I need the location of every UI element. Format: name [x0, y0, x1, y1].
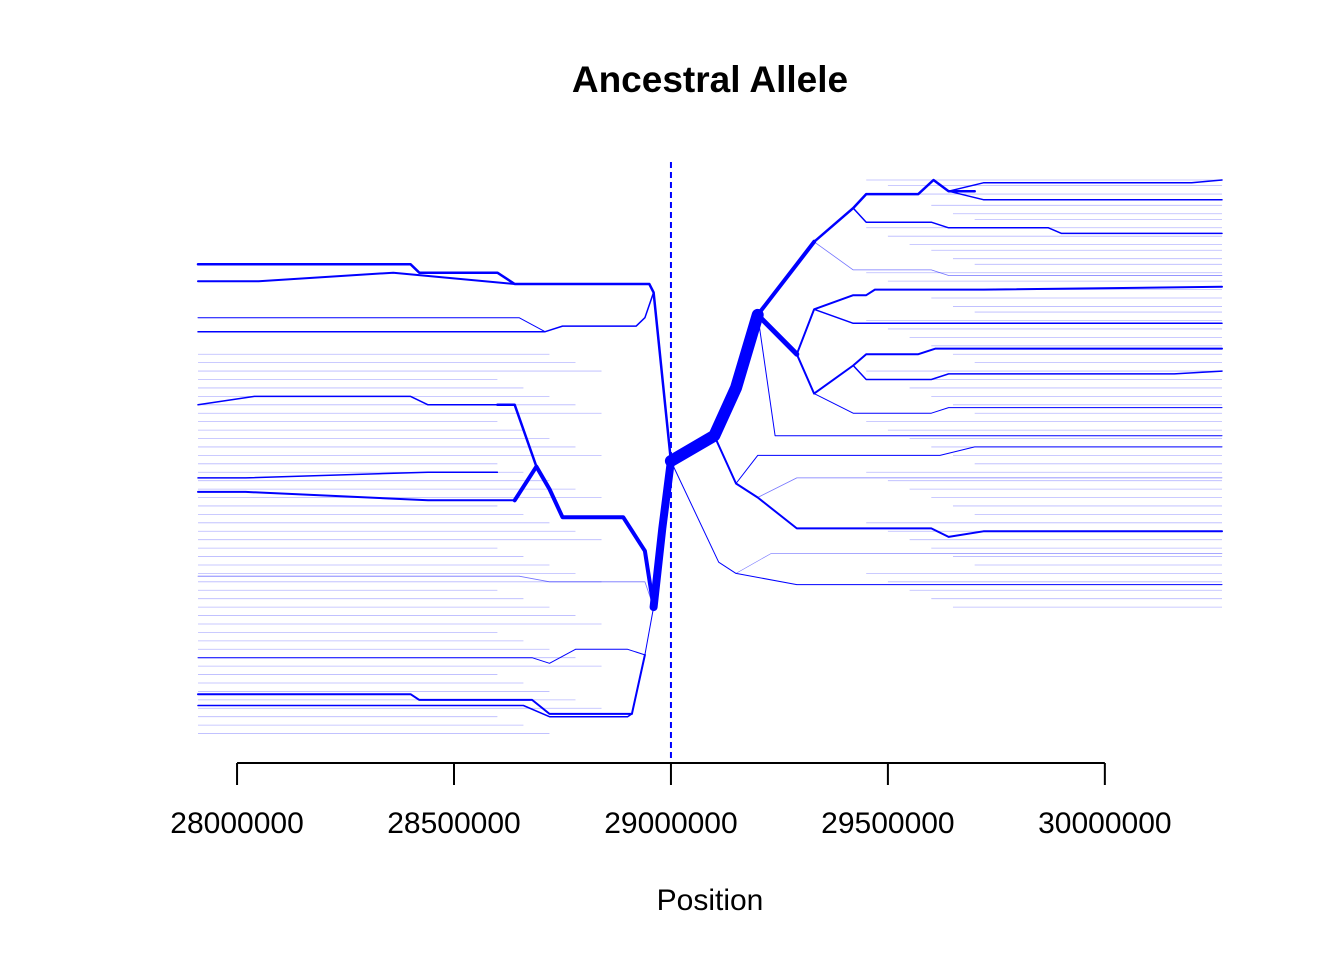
branch-left-23: [197, 395, 499, 406]
branch-right-7: [813, 241, 1223, 276]
branch-right-18: [735, 553, 1223, 574]
x-axis-label: Position: [657, 884, 764, 917]
branch-left-19: [649, 457, 675, 612]
x-tick-label: 30000000: [1038, 807, 1171, 840]
x-axis: 28000000 28500000 29000000 29500000 30000000: [170, 762, 1172, 840]
branch-left-27: [197, 291, 655, 333]
branch-right-5: [947, 190, 1223, 201]
branch-right-12: [813, 393, 1223, 414]
branch-right-3: [812, 178, 976, 244]
branch-left-24: [197, 471, 499, 479]
branch-right-9: [813, 308, 1223, 325]
haplotype-branches: [196, 178, 1223, 718]
branch-left-21: [496, 403, 538, 468]
branch-right-4: [947, 179, 1223, 192]
branch-right-13: [757, 314, 1223, 437]
branch-left-28: [197, 317, 546, 333]
x-tick-label: 29500000: [821, 807, 954, 840]
branch-left-26: [197, 271, 516, 285]
branch-right-11: [852, 364, 1223, 381]
chart-title: Ancestral Allele: [572, 59, 848, 100]
x-tick-label: 28500000: [387, 807, 520, 840]
branch-left-20: [512, 464, 656, 610]
branch-right-2: [755, 239, 817, 317]
branch-right-15: [735, 446, 1223, 484]
background-haplotype-lines: [198, 179, 1222, 734]
branch-left-22: [197, 490, 516, 502]
branch-left-25: [196, 263, 673, 463]
x-tick-label: 29000000: [604, 807, 737, 840]
branch-right-16: [757, 477, 1223, 498]
branch-right-0: [664, 308, 764, 467]
branch-right-1: [755, 312, 800, 357]
branch-left-31: [197, 704, 633, 718]
branch-left-32: [197, 575, 654, 608]
x-tick-label: 28000000: [170, 807, 303, 840]
branch-right-14: [713, 434, 1223, 538]
branch-right-6: [852, 207, 1223, 235]
